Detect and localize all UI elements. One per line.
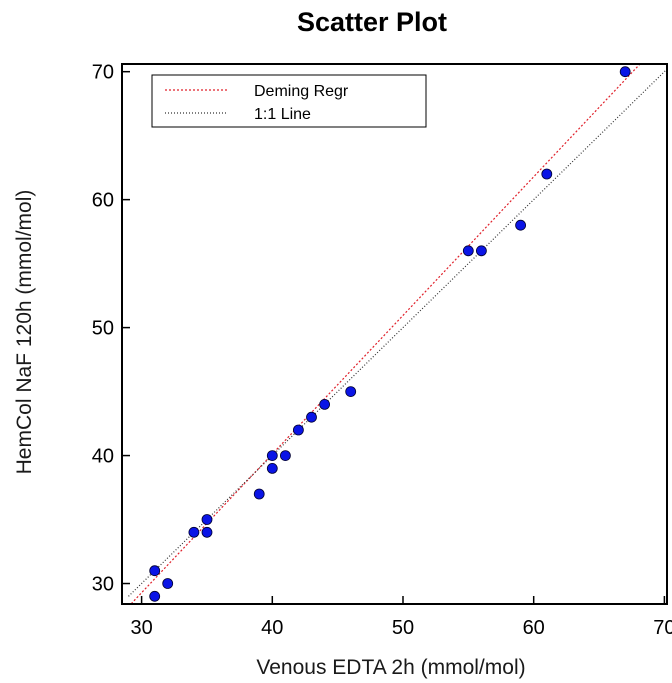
data-point xyxy=(201,514,213,525)
data-point xyxy=(201,526,213,538)
data-point xyxy=(253,488,265,500)
data-point xyxy=(162,578,174,589)
data-point xyxy=(515,219,526,231)
data-point xyxy=(306,411,317,423)
x-tick-label: 30 xyxy=(130,617,152,639)
data-point xyxy=(279,450,291,462)
x-tick-label: 40 xyxy=(261,617,283,639)
y-axis-ticks: 30 40 50 60 70 xyxy=(92,62,130,596)
x-axis-ticks: 30 40 50 60 70 xyxy=(130,596,672,639)
y-tick-label: 40 xyxy=(92,446,114,468)
legend-label-deming: Deming Regr xyxy=(254,83,349,100)
y-tick-label: 60 xyxy=(92,190,114,212)
data-point xyxy=(266,450,278,462)
x-axis-label: Venous EDTA 2h (mmol/mol) xyxy=(256,656,525,679)
data-point xyxy=(475,245,487,257)
data-point xyxy=(541,168,553,180)
chart-title: Scatter Plot xyxy=(297,7,447,37)
x-tick-label: 70 xyxy=(653,617,672,639)
plot-lines xyxy=(128,64,667,604)
x-tick-label: 60 xyxy=(523,617,545,639)
data-point xyxy=(319,398,331,410)
data-point xyxy=(292,424,304,436)
data-point xyxy=(188,526,200,538)
legend-box xyxy=(151,74,427,128)
deming-regression-line xyxy=(130,64,641,604)
data-point xyxy=(619,66,631,78)
y-tick-label: 70 xyxy=(92,62,114,84)
y-axis-label: HemCol NaF 120h (mmol/mol) xyxy=(13,190,36,475)
x-tick-label: 50 xyxy=(392,617,414,639)
y-tick-label: 30 xyxy=(92,574,114,596)
data-point xyxy=(345,386,357,398)
y-tick-label: 50 xyxy=(92,318,114,340)
data-point xyxy=(149,590,161,602)
plot-points xyxy=(149,66,631,602)
data-point xyxy=(149,565,161,577)
legend: Deming Regr 1:1 Line xyxy=(151,74,427,128)
data-point xyxy=(462,245,474,257)
legend-label-identity: 1:1 Line xyxy=(254,106,311,123)
data-point xyxy=(266,462,278,474)
plot-frame xyxy=(121,63,668,605)
